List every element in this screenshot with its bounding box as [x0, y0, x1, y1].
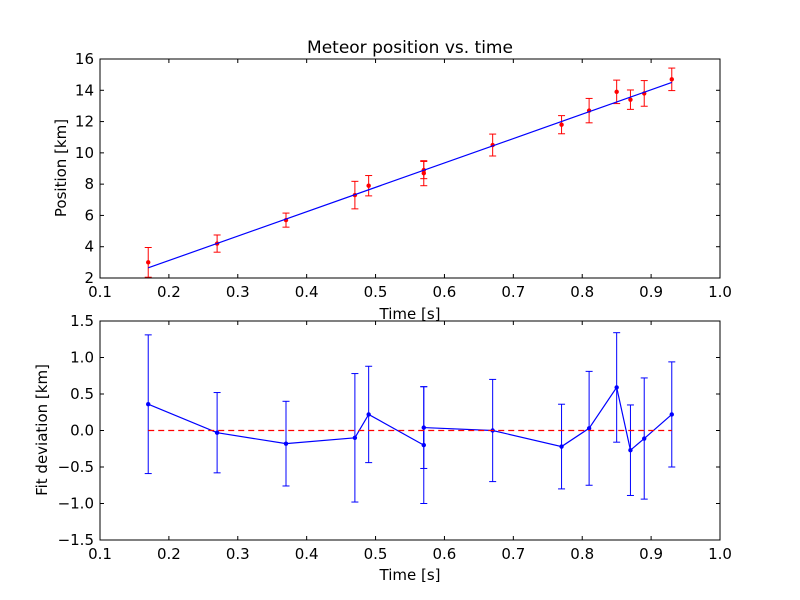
- plot-area: [144, 67, 676, 278]
- chart-title: Meteor position vs. time: [307, 38, 513, 58]
- x-tick-label: 0.7: [501, 283, 525, 301]
- x-tick-label: 0.4: [295, 545, 319, 563]
- data-point: [366, 183, 371, 188]
- x-tick-label: 0.4: [295, 283, 319, 301]
- data-point: [559, 444, 564, 449]
- x-tick-label: 1.0: [708, 283, 732, 301]
- y-tick-label: −1.0: [58, 495, 94, 513]
- y-tick-label: −0.5: [58, 458, 94, 476]
- data-point: [421, 425, 426, 430]
- data-point: [283, 441, 289, 446]
- y-axis: −1.5 −1.0 −0.5 0.0 0.5 1.0 1.5: [58, 312, 720, 549]
- data-point: [669, 412, 674, 417]
- x-axis: 0.1 0.2 0.3 0.4 0.5 0.6 0.7 0.8 0.9 1.0: [88, 321, 732, 563]
- x-tick-label: 0.3: [226, 545, 250, 563]
- data-point: [214, 430, 220, 435]
- x-tick-label: 0.9: [639, 283, 663, 301]
- x-tick-label: 0.2: [157, 545, 181, 563]
- x-tick-label: 0.9: [639, 545, 663, 563]
- x-tick-label: 0.8: [570, 545, 594, 563]
- data-point: [669, 77, 674, 82]
- deviation-line: [147, 385, 673, 452]
- data-point: [628, 97, 633, 102]
- y-tick-label: 0.0: [70, 422, 94, 440]
- x-tick-label: 0.6: [433, 545, 457, 563]
- data-point: [642, 436, 647, 441]
- data-point: [146, 260, 151, 265]
- y-tick-label: 2: [84, 269, 94, 287]
- axes-frame: [99, 58, 721, 279]
- data-point: [352, 435, 358, 440]
- y-tick-label: 14: [75, 81, 94, 99]
- x-tick-label: 0.2: [157, 283, 181, 301]
- x-axis-label: Time [s]: [379, 566, 441, 584]
- x-tick-label: 0.6: [433, 283, 457, 301]
- x-tick-label: 0.5: [364, 545, 388, 563]
- position-subplot: Meteor position vs. time Time [s] Positi…: [52, 38, 732, 323]
- y-tick-label: 0.5: [70, 385, 94, 403]
- y-axis-label: Fit deviation [km]: [33, 364, 51, 496]
- data-point: [586, 426, 592, 431]
- fit-line: [148, 81, 672, 269]
- y-tick-label: 8: [84, 175, 94, 193]
- y-tick-label: −1.5: [58, 531, 94, 549]
- x-tick-label: 0.7: [501, 545, 525, 563]
- data-point: [614, 385, 619, 390]
- plot-area: [144, 332, 676, 504]
- y-tick-label: 1.5: [70, 312, 94, 330]
- x-tick-label: 0.5: [364, 283, 388, 301]
- y-axis-label: Position [km]: [52, 119, 70, 217]
- x-tick-label: 0.3: [226, 283, 250, 301]
- data-point: [146, 402, 151, 407]
- y-axis: 2 4 6 8 10 12 14 16: [75, 50, 720, 287]
- data-point: [628, 448, 633, 453]
- x-axis-label: Time [s]: [379, 305, 441, 323]
- y-tick-label: 4: [84, 238, 94, 256]
- y-tick-label: 16: [75, 50, 94, 68]
- y-tick-label: 1.0: [70, 349, 94, 367]
- data-point: [366, 412, 371, 417]
- data-point: [559, 122, 564, 127]
- y-tick-label: 12: [75, 113, 94, 131]
- x-axis: 0.1 0.2 0.3 0.4 0.5 0.6 0.7 0.8 0.9 1.0: [88, 59, 732, 301]
- data-point: [421, 170, 426, 176]
- x-tick-label: 0.1: [88, 545, 112, 563]
- axes-frame: [99, 320, 721, 541]
- x-tick-label: 0.1: [88, 283, 112, 301]
- x-tick-label: 0.8: [570, 283, 594, 301]
- data-point: [614, 89, 619, 95]
- y-tick-label: 6: [84, 206, 94, 224]
- x-tick-label: 1.0: [708, 545, 732, 563]
- residual-subplot: Time [s] Fit deviation [km] 0.1 0.2 0.3 0.4…: [33, 312, 732, 584]
- y-tick-label: 10: [75, 144, 94, 162]
